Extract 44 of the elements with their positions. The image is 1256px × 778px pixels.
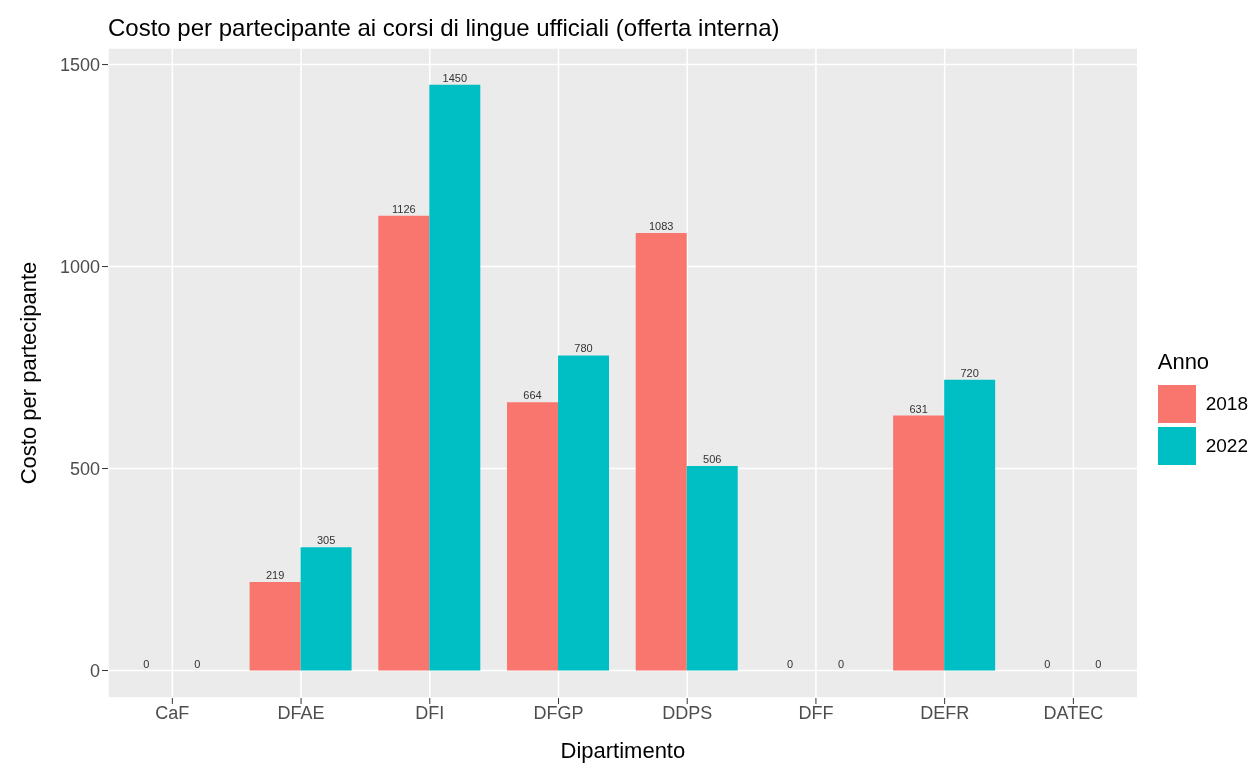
x-axis-title: Dipartimento [560, 738, 686, 763]
x-tick-label: DFGP [533, 702, 584, 723]
chart-title: Costo per partecipante ai corsi di lingue ufficiali (offerta interna) [108, 13, 781, 43]
data-label: 0 [194, 657, 201, 670]
y-tick-label: 1000 [59, 256, 100, 277]
data-label: 664 [523, 389, 542, 402]
y-tick-label: 0 [89, 660, 100, 681]
bar [507, 402, 559, 671]
legend-label: 2018 [1205, 393, 1248, 415]
legend-title: Anno [1157, 349, 1211, 375]
x-tick-label: DDPS [662, 702, 713, 723]
bar [300, 547, 352, 671]
y-axis-title: Costo per partecipante [15, 261, 41, 485]
bar [893, 415, 945, 671]
data-label: 0 [1044, 657, 1051, 670]
data-label: 1083 [648, 220, 674, 233]
data-label: 780 [574, 342, 593, 355]
data-label: 305 [316, 534, 336, 547]
bar [378, 215, 430, 671]
x-tick-label: DEFR [920, 702, 970, 723]
data-label: 0 [1095, 657, 1102, 670]
data-label: 506 [703, 453, 722, 466]
x-tick-label: DFI [415, 702, 445, 723]
legend-label: 2022 [1205, 435, 1248, 457]
y-tick-label: 500 [69, 458, 100, 479]
bar [429, 84, 481, 671]
bar [944, 379, 996, 671]
data-label: 720 [960, 366, 979, 379]
x-tick-label: DFAE [277, 702, 325, 723]
x-tick-label: CaF [155, 702, 190, 723]
data-label: 631 [909, 402, 928, 415]
x-tick-label: DATEC [1043, 702, 1104, 723]
data-label: 1450 [442, 71, 468, 84]
y-tick-label: 1500 [59, 54, 100, 75]
bar [686, 466, 738, 671]
data-label: 1126 [391, 202, 416, 215]
bar [635, 233, 687, 671]
data-label: 0 [786, 657, 794, 670]
x-tick-label: DFF [798, 702, 834, 723]
data-label: 219 [265, 569, 285, 582]
data-label: 0 [143, 657, 150, 670]
bar [558, 355, 610, 671]
bar [249, 582, 301, 671]
data-label: 0 [837, 657, 845, 670]
